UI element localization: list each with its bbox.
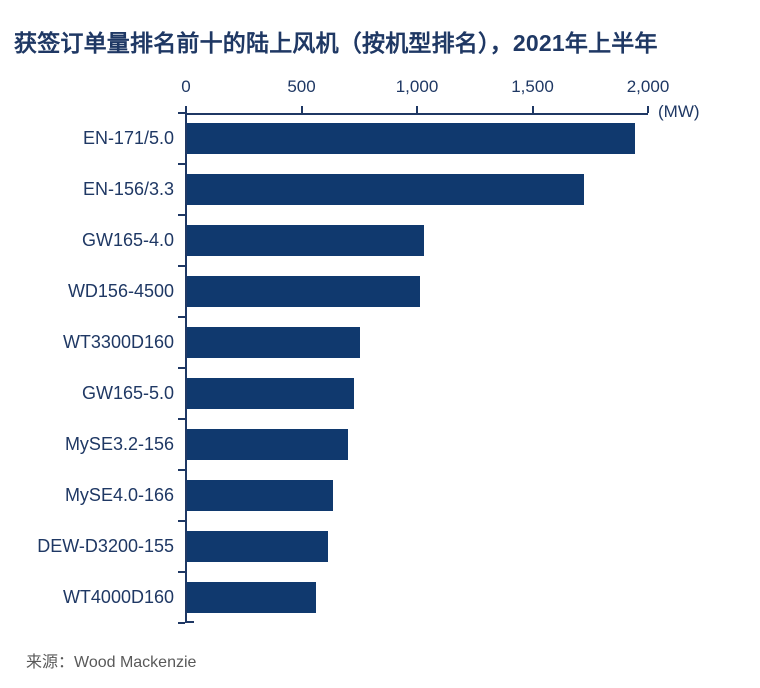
y-axis-tick (178, 214, 185, 216)
bar (187, 123, 636, 154)
y-axis-tick (178, 520, 185, 522)
category-label: EN-171/5.0 (82, 128, 174, 148)
source-note: 来源：Wood Mackenzie (26, 654, 197, 671)
x-axis-tick (300, 106, 303, 113)
y-axis-foot-tick (187, 621, 194, 623)
y-axis-tick (178, 418, 185, 420)
chart-title: 获签订单量排名前十的陆上风机（按机型排名），2021年上半年 (14, 30, 658, 56)
category-label: MySE3.2-156 (64, 434, 174, 454)
category-label: MySE4.0-166 (64, 485, 174, 505)
y-axis-tick (178, 367, 185, 369)
category-label: WT3300D160 (62, 332, 174, 352)
bar (187, 582, 317, 613)
bar (187, 327, 361, 358)
category-label: WD156-4500 (67, 281, 174, 301)
bar (187, 480, 333, 511)
bar (187, 531, 328, 562)
category-label: WT4000D160 (62, 587, 174, 607)
bar (187, 276, 421, 307)
x-tick-label: 1,000 (395, 77, 439, 96)
x-tick-label: 1,500 (511, 77, 554, 96)
x-axis-tick (185, 106, 187, 113)
category-label: GW165-5.0 (81, 383, 174, 403)
bar (187, 225, 424, 256)
x-axis-line (186, 113, 648, 115)
y-axis-tick (178, 622, 185, 624)
x-axis-tick (647, 106, 649, 113)
y-axis-tick (178, 112, 185, 114)
y-axis-line (185, 113, 187, 623)
category-label: GW165-4.0 (81, 230, 174, 250)
y-axis-tick (178, 571, 185, 573)
x-axis-tick (416, 106, 418, 113)
x-tick-label: 500 (287, 77, 316, 96)
x-axis-tick (531, 106, 534, 113)
bar (187, 174, 585, 205)
x-tick-label: 0 (181, 77, 191, 96)
y-axis-tick (178, 163, 185, 165)
y-axis-tick (178, 316, 185, 318)
category-label: DEW-D3200-155 (37, 536, 174, 556)
category-label: EN-156/3.3 (82, 179, 174, 199)
axis-unit-label: (MW) (658, 102, 700, 121)
bar (187, 429, 348, 460)
y-axis-tick (178, 265, 185, 267)
y-axis-tick (178, 469, 185, 471)
x-tick-label: 2,000 (626, 77, 670, 96)
bar (187, 378, 355, 409)
